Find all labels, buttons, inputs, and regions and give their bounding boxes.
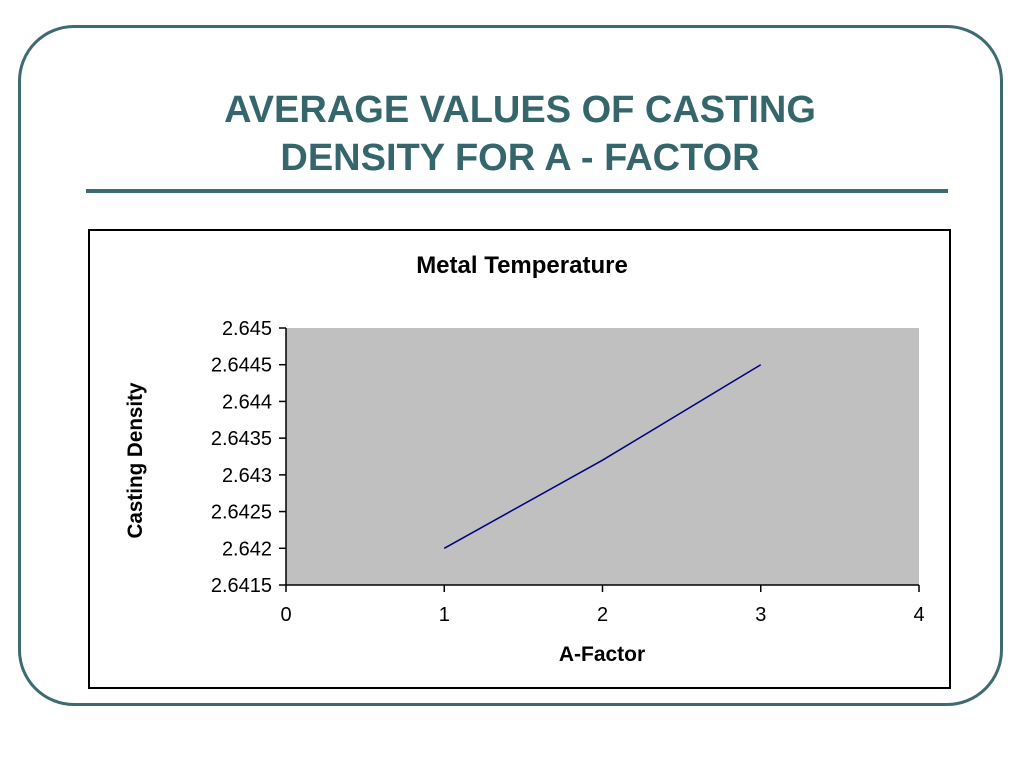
x-tick-label: 1 <box>439 604 450 626</box>
plot-area <box>286 328 919 585</box>
y-tick-label: 2.6425 <box>211 502 272 524</box>
slide-title-line-1: AVERAGE VALUES OF CASTING <box>224 89 816 131</box>
chart-title: Metal Temperature <box>416 252 628 279</box>
series-group <box>443 364 762 549</box>
series-line <box>443 364 762 549</box>
y-tick-label: 2.6415 <box>211 575 272 597</box>
y-axis-ticks: 2.645 2.6445 2.644 2.6435 2.643 2.6425 2.642 2.… <box>211 318 286 597</box>
y-tick-label: 2.6435 <box>211 428 272 450</box>
y-axis-label: Casting Density <box>124 382 147 538</box>
slide-frame <box>18 25 1003 706</box>
y-tick-label: 2.645 <box>222 318 272 340</box>
y-tick-label: 2.642 <box>222 538 272 560</box>
y-tick-label: 2.643 <box>222 465 272 487</box>
x-tick-label: 0 <box>280 604 291 626</box>
slide-title-line-2: DENSITY FOR A - FACTOR <box>280 137 760 179</box>
y-tick-label: 2.6445 <box>211 355 272 377</box>
x-tick-label: 2 <box>597 604 608 626</box>
x-axis-label: A-Factor <box>559 643 645 666</box>
chart-container: Metal Temperature 2.645 2.6445 2.644 2.6435… <box>88 229 951 689</box>
slide-title: AVERAGE VALUES OF CASTING DENSITY FOR A … <box>100 86 940 182</box>
x-tick-label: 3 <box>755 604 766 626</box>
y-tick-label: 2.644 <box>222 391 272 413</box>
x-axis-ticks: 0 1 2 3 4 <box>280 585 925 626</box>
title-underline <box>86 189 948 193</box>
x-tick-label: 4 <box>913 604 924 626</box>
line-chart: Metal Temperature 2.645 2.6445 2.644 2.6435… <box>124 252 925 666</box>
